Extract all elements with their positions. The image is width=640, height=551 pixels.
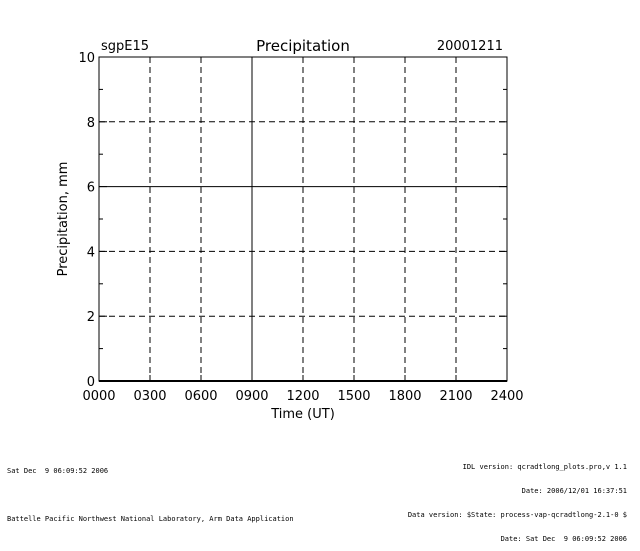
x-tick-label: 2100	[439, 389, 472, 404]
precipitation-chart: 0000 0300 0600 0900 1200 1500 1800 2100 2400 0 2 4 6…	[56, 37, 524, 422]
y-tick-label: 2	[87, 310, 95, 325]
site-label: sgpE15	[101, 39, 149, 54]
x-tick-label: 2400	[490, 389, 523, 404]
y-tick-label: 6	[87, 181, 95, 196]
y-tick-label: 0	[87, 375, 95, 390]
y-tick-label: 4	[87, 245, 95, 260]
grid-layer	[99, 57, 507, 381]
tick-label-layer: 0000 0300 0600 0900 1200 1500 1800 2100 2400 0 2 4 6…	[78, 51, 523, 404]
x-tick-label: 1500	[337, 389, 370, 404]
y-tick-label: 8	[87, 116, 95, 131]
footer-right-line: IDL version: qcradtlong_plots.pro,v 1.1	[462, 463, 627, 471]
footer-left-line	[7, 491, 294, 499]
tick-layer	[98, 56, 508, 382]
y-axis-label: Precipitation, mm	[56, 162, 71, 277]
x-tick-label: 0900	[235, 389, 268, 404]
footer-left-line: Sat Dec 9 06:09:52 2006	[7, 467, 109, 475]
footer-left-line: Battelle Pacific Northwest National Labo…	[7, 515, 294, 523]
x-tick-label: 1200	[286, 389, 319, 404]
x-tick-label: 1800	[388, 389, 421, 404]
footer-right-line: Date: Sat Dec 9 06:09:52 2006	[500, 535, 627, 543]
x-tick-label: 0300	[133, 389, 166, 404]
chart-title: Precipitation	[256, 37, 350, 55]
y-tick-label: 10	[78, 51, 95, 66]
footer-right: IDL version: qcradtlong_plots.pro,v 1.1 …	[408, 447, 627, 551]
x-tick-label: 0000	[82, 389, 115, 404]
footer-right-line: Date: 2006/12/01 16:37:51	[521, 487, 627, 495]
date-label: 20001211	[437, 39, 503, 54]
footer-left: Sat Dec 9 06:09:52 2006 Battelle Pacific…	[7, 451, 294, 531]
x-axis-label: Time (UT)	[270, 407, 335, 422]
footer-right-line: Data version: $State: process-vap-qcradt…	[407, 511, 627, 519]
x-tick-label: 0600	[184, 389, 217, 404]
